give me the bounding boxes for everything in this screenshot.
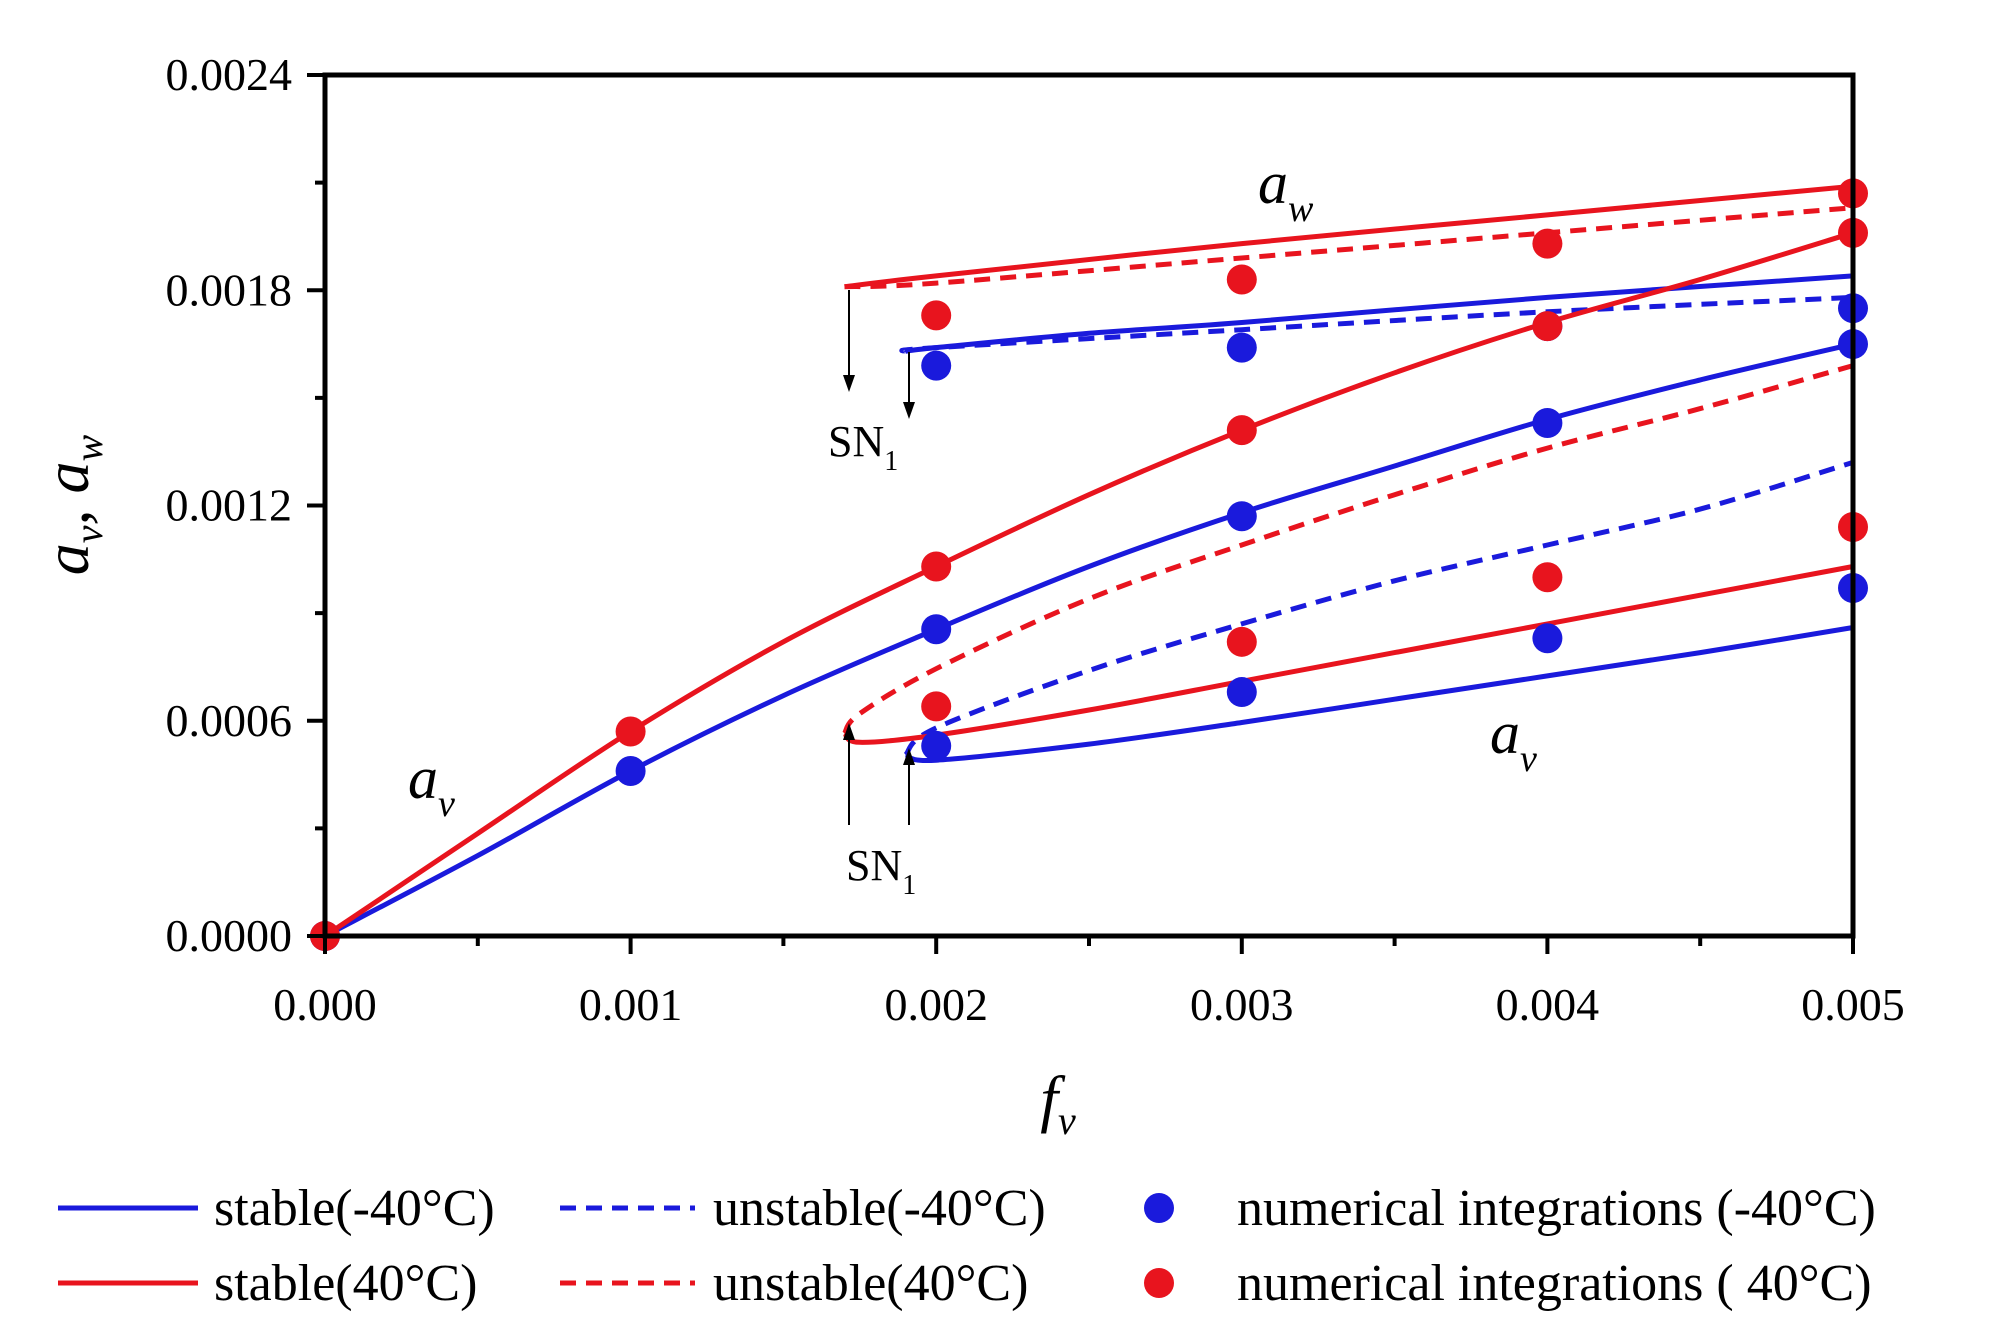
curve-series-3-branch-0 <box>842 363 1854 735</box>
data-point-series-5 <box>1532 311 1563 342</box>
y-tick-label: 0.0006 <box>166 695 293 746</box>
legend-marker-numerical-cold <box>1144 1193 1174 1223</box>
data-point-series-5 <box>1532 228 1563 259</box>
data-point-series-4 <box>615 755 646 786</box>
data-point-series-4 <box>1226 332 1257 363</box>
legend-label-numerical-cold: numerical integrations (-40°C) <box>1237 1180 1876 1237</box>
curve-series-1-branch-0 <box>903 460 1854 757</box>
data-point-series-4 <box>1532 623 1563 654</box>
data-point-series-5 <box>921 691 952 722</box>
y-tick-label: 0.0024 <box>166 49 293 100</box>
x-tick-label: 0.003 <box>1190 979 1294 1030</box>
data-point-series-5 <box>615 716 646 747</box>
curve-series-2-branch-0 <box>323 230 1854 939</box>
legend: stable(-40°C) unstable(-40°C) numerical … <box>58 1180 1876 1312</box>
data-point-series-5 <box>1226 626 1257 657</box>
data-point-series-4 <box>921 730 952 761</box>
legend-label-numerical-hot: numerical integrations ( 40°C) <box>1237 1255 1872 1312</box>
chart-markers <box>310 178 1868 951</box>
annotation-sn1-upper: SN1 <box>828 417 898 477</box>
data-point-series-5 <box>1226 415 1257 446</box>
data-point-series-4 <box>1226 677 1257 708</box>
data-point-series-5 <box>921 300 952 331</box>
y-axis-title: av, aw <box>31 434 111 575</box>
sn1-lower-arrows <box>843 723 915 825</box>
data-point-series-5 <box>921 551 952 582</box>
data-point-series-4 <box>921 614 952 645</box>
axis-ticks <box>307 73 1855 954</box>
plot-frame <box>322 72 1856 939</box>
x-tick-label: 0.004 <box>1496 979 1600 1030</box>
data-point-series-5 <box>1226 264 1257 295</box>
curve-series-0-branch-2 <box>905 273 1854 354</box>
annotation-av-right: av <box>1490 700 1537 780</box>
curve-series-0-branch-1 <box>904 625 1854 764</box>
x-tick-label: 0.005 <box>1801 979 1905 1030</box>
x-tick-label: 0.002 <box>884 979 988 1030</box>
curve-series-0-branch-0 <box>323 341 1854 939</box>
x-tick-label: 0.000 <box>273 979 377 1030</box>
y-tick-label: 0.0000 <box>166 910 293 961</box>
data-point-series-4 <box>921 350 952 381</box>
legend-marker-numerical-hot <box>1144 1268 1174 1298</box>
curve-series-1-branch-1 <box>899 294 1854 354</box>
curve-series-2-branch-1 <box>842 564 1854 745</box>
data-point-series-5 <box>1532 562 1563 593</box>
y-tick-labels: 0.0000 0.0006 0.0012 0.0018 0.0024 <box>166 49 293 961</box>
sn1-upper-arrows <box>843 290 915 419</box>
y-tick-label: 0.0012 <box>166 480 293 531</box>
annotation-av-left: av <box>408 745 455 825</box>
data-point-series-4 <box>1532 407 1563 438</box>
curve-series-2-branch-2 <box>844 183 1854 290</box>
x-tick-labels: 0.000 0.001 0.002 0.003 0.004 0.005 <box>273 979 1905 1030</box>
annotation-aw: aw <box>1258 150 1314 230</box>
x-tick-label: 0.001 <box>579 979 683 1030</box>
legend-label-unstable-cold: unstable(-40°C) <box>713 1180 1046 1237</box>
legend-label-stable-cold: stable(-40°C) <box>214 1180 495 1237</box>
x-axis-title: fv <box>1040 1063 1076 1143</box>
y-tick-label: 0.0018 <box>166 264 293 315</box>
curve-series-3-branch-1 <box>844 205 1854 290</box>
legend-label-stable-hot: stable(40°C) <box>214 1255 477 1312</box>
chart-curves <box>323 183 1854 939</box>
data-point-series-4 <box>1226 501 1257 532</box>
legend-label-unstable-hot: unstable(40°C) <box>713 1255 1028 1312</box>
annotation-sn1-lower: SN1 <box>846 841 916 901</box>
